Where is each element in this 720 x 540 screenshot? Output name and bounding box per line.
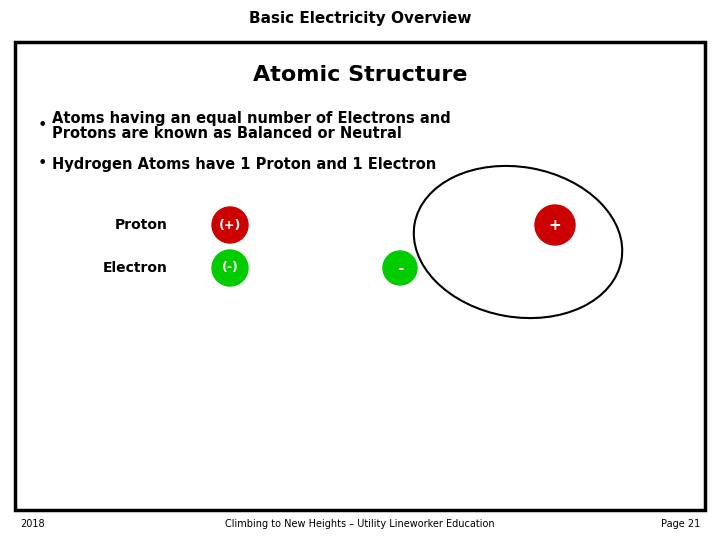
Text: -: -	[397, 260, 403, 275]
FancyBboxPatch shape	[15, 42, 705, 510]
Text: Atoms having an equal number of Electrons and: Atoms having an equal number of Electron…	[52, 111, 451, 125]
Text: Atomic Structure: Atomic Structure	[253, 65, 467, 85]
Text: Electron: Electron	[103, 261, 168, 275]
Text: •: •	[38, 118, 48, 132]
Text: (-): (-)	[222, 261, 238, 274]
Text: Protons are known as Balanced or Neutral: Protons are known as Balanced or Neutral	[52, 126, 402, 141]
Text: •: •	[38, 157, 48, 172]
Text: Proton: Proton	[115, 218, 168, 232]
Circle shape	[535, 205, 575, 245]
Circle shape	[212, 250, 248, 286]
Text: Climbing to New Heights – Utility Lineworker Education: Climbing to New Heights – Utility Linewo…	[225, 519, 495, 529]
Text: Page 21: Page 21	[661, 519, 700, 529]
Text: Basic Electricity Overview: Basic Electricity Overview	[248, 10, 472, 25]
Text: (+): (+)	[219, 219, 241, 232]
Circle shape	[383, 251, 417, 285]
Text: +: +	[549, 218, 562, 233]
Circle shape	[212, 207, 248, 243]
Text: 2018: 2018	[20, 519, 45, 529]
Text: Hydrogen Atoms have 1 Proton and 1 Electron: Hydrogen Atoms have 1 Proton and 1 Elect…	[52, 157, 436, 172]
